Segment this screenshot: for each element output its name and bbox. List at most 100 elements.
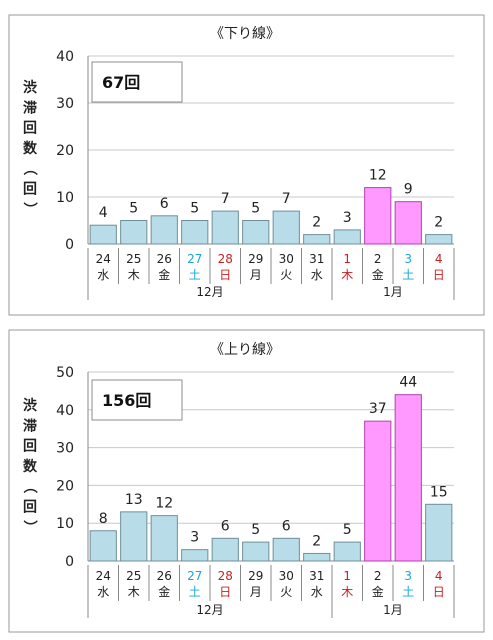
bar bbox=[242, 541, 270, 562]
x-tick-day: 29 bbox=[248, 252, 263, 266]
bar bbox=[150, 215, 178, 245]
bar-highlighted bbox=[394, 201, 422, 245]
y-tick-label: 10 bbox=[56, 190, 74, 206]
data-label: 4 bbox=[99, 205, 108, 221]
x-tick-day: 24 bbox=[96, 252, 111, 266]
x-tick-day: 1 bbox=[343, 569, 351, 583]
data-label: 13 bbox=[125, 492, 143, 508]
y-axis-label-char: 回 bbox=[23, 182, 37, 198]
data-label: 44 bbox=[399, 375, 417, 391]
data-label: 12 bbox=[369, 168, 387, 184]
y-axis-label-char: （ bbox=[21, 161, 37, 175]
data-label: 9 bbox=[404, 182, 413, 198]
x-tick-day: 28 bbox=[218, 569, 233, 583]
total-count-label: 156回 bbox=[102, 391, 151, 410]
x-tick-weekday: 土 bbox=[402, 268, 414, 282]
y-tick-label: 40 bbox=[56, 49, 74, 65]
data-label: 2 bbox=[312, 215, 321, 231]
x-tick-weekday: 水 bbox=[97, 585, 109, 599]
data-label: 6 bbox=[282, 518, 291, 534]
bar bbox=[303, 234, 331, 245]
x-tick-weekday: 日 bbox=[433, 268, 445, 282]
x-tick-day: 3 bbox=[404, 569, 412, 583]
x-tick-weekday: 木 bbox=[341, 268, 353, 282]
y-axis-label-char: 滞 bbox=[23, 417, 37, 434]
total-count-box bbox=[91, 61, 183, 103]
x-tick-day: 27 bbox=[187, 252, 202, 266]
bar bbox=[89, 530, 117, 562]
bar bbox=[242, 220, 270, 245]
data-label: 5 bbox=[343, 522, 352, 538]
x-tick-day: 27 bbox=[187, 569, 202, 583]
data-label: 37 bbox=[369, 401, 387, 417]
x-tick-day: 1 bbox=[343, 252, 351, 266]
x-tick-day: 31 bbox=[309, 252, 324, 266]
bar bbox=[150, 515, 178, 562]
data-label: 6 bbox=[160, 196, 169, 212]
y-axis-label-char: 滞 bbox=[23, 99, 37, 116]
y-tick-label: 0 bbox=[65, 554, 74, 570]
bar bbox=[120, 220, 148, 245]
bar bbox=[333, 541, 361, 562]
x-tick-weekday: 金 bbox=[158, 267, 170, 282]
data-label: 8 bbox=[99, 511, 108, 527]
bar bbox=[333, 229, 361, 245]
data-label: 2 bbox=[434, 215, 443, 231]
x-tick-day: 26 bbox=[157, 569, 172, 583]
x-tick-day: 30 bbox=[279, 252, 294, 266]
data-label: 6 bbox=[221, 518, 230, 534]
y-axis-label-char: 数 bbox=[23, 458, 38, 475]
data-label: 5 bbox=[251, 522, 260, 538]
bar bbox=[303, 552, 331, 562]
bar bbox=[211, 537, 239, 562]
x-month-label: 12月 bbox=[196, 285, 223, 299]
data-label: 7 bbox=[282, 191, 291, 207]
data-label: 12 bbox=[155, 496, 173, 512]
bar bbox=[425, 503, 453, 562]
bar bbox=[181, 549, 209, 562]
x-tick-weekday: 火 bbox=[280, 268, 292, 282]
x-tick-weekday: 金 bbox=[372, 584, 384, 599]
x-tick-weekday: 水 bbox=[311, 585, 323, 599]
x-tick-weekday: 土 bbox=[189, 268, 201, 282]
x-tick-day: 30 bbox=[279, 569, 294, 583]
x-tick-day: 3 bbox=[404, 252, 412, 266]
y-axis-label-char: （ bbox=[21, 479, 37, 493]
x-tick-weekday: 日 bbox=[219, 268, 231, 282]
y-axis-label-char: ） bbox=[21, 202, 37, 216]
x-tick-weekday: 水 bbox=[97, 268, 109, 282]
chart-title: 《上り線》 bbox=[210, 342, 280, 358]
x-tick-day: 4 bbox=[435, 252, 443, 266]
x-tick-weekday: 金 bbox=[372, 267, 384, 282]
x-tick-day: 28 bbox=[218, 252, 233, 266]
x-tick-day: 25 bbox=[126, 569, 141, 583]
y-tick-label: 0 bbox=[65, 237, 74, 253]
bar bbox=[425, 234, 453, 245]
data-label: 3 bbox=[190, 530, 199, 546]
data-label: 3 bbox=[343, 210, 352, 226]
x-tick-day: 25 bbox=[126, 252, 141, 266]
bar bbox=[211, 210, 239, 245]
y-axis-label-char: 回 bbox=[23, 500, 37, 516]
x-tick-day: 4 bbox=[435, 569, 443, 583]
x-tick-weekday: 土 bbox=[402, 585, 414, 599]
y-tick-label: 50 bbox=[56, 365, 74, 381]
y-tick-label: 20 bbox=[56, 478, 74, 494]
x-tick-weekday: 土 bbox=[189, 585, 201, 599]
x-tick-weekday: 火 bbox=[280, 585, 292, 599]
data-label: 5 bbox=[129, 201, 138, 217]
data-label: 15 bbox=[430, 484, 448, 500]
x-tick-day: 2 bbox=[374, 252, 382, 266]
x-tick-weekday: 水 bbox=[311, 268, 323, 282]
x-tick-weekday: 金 bbox=[158, 584, 170, 599]
total-count-box bbox=[91, 379, 183, 421]
bar-highlighted bbox=[364, 420, 392, 562]
x-tick-weekday: 木 bbox=[128, 585, 140, 599]
bar bbox=[181, 220, 209, 245]
x-tick-weekday: 日 bbox=[219, 585, 231, 599]
bar bbox=[272, 537, 300, 562]
